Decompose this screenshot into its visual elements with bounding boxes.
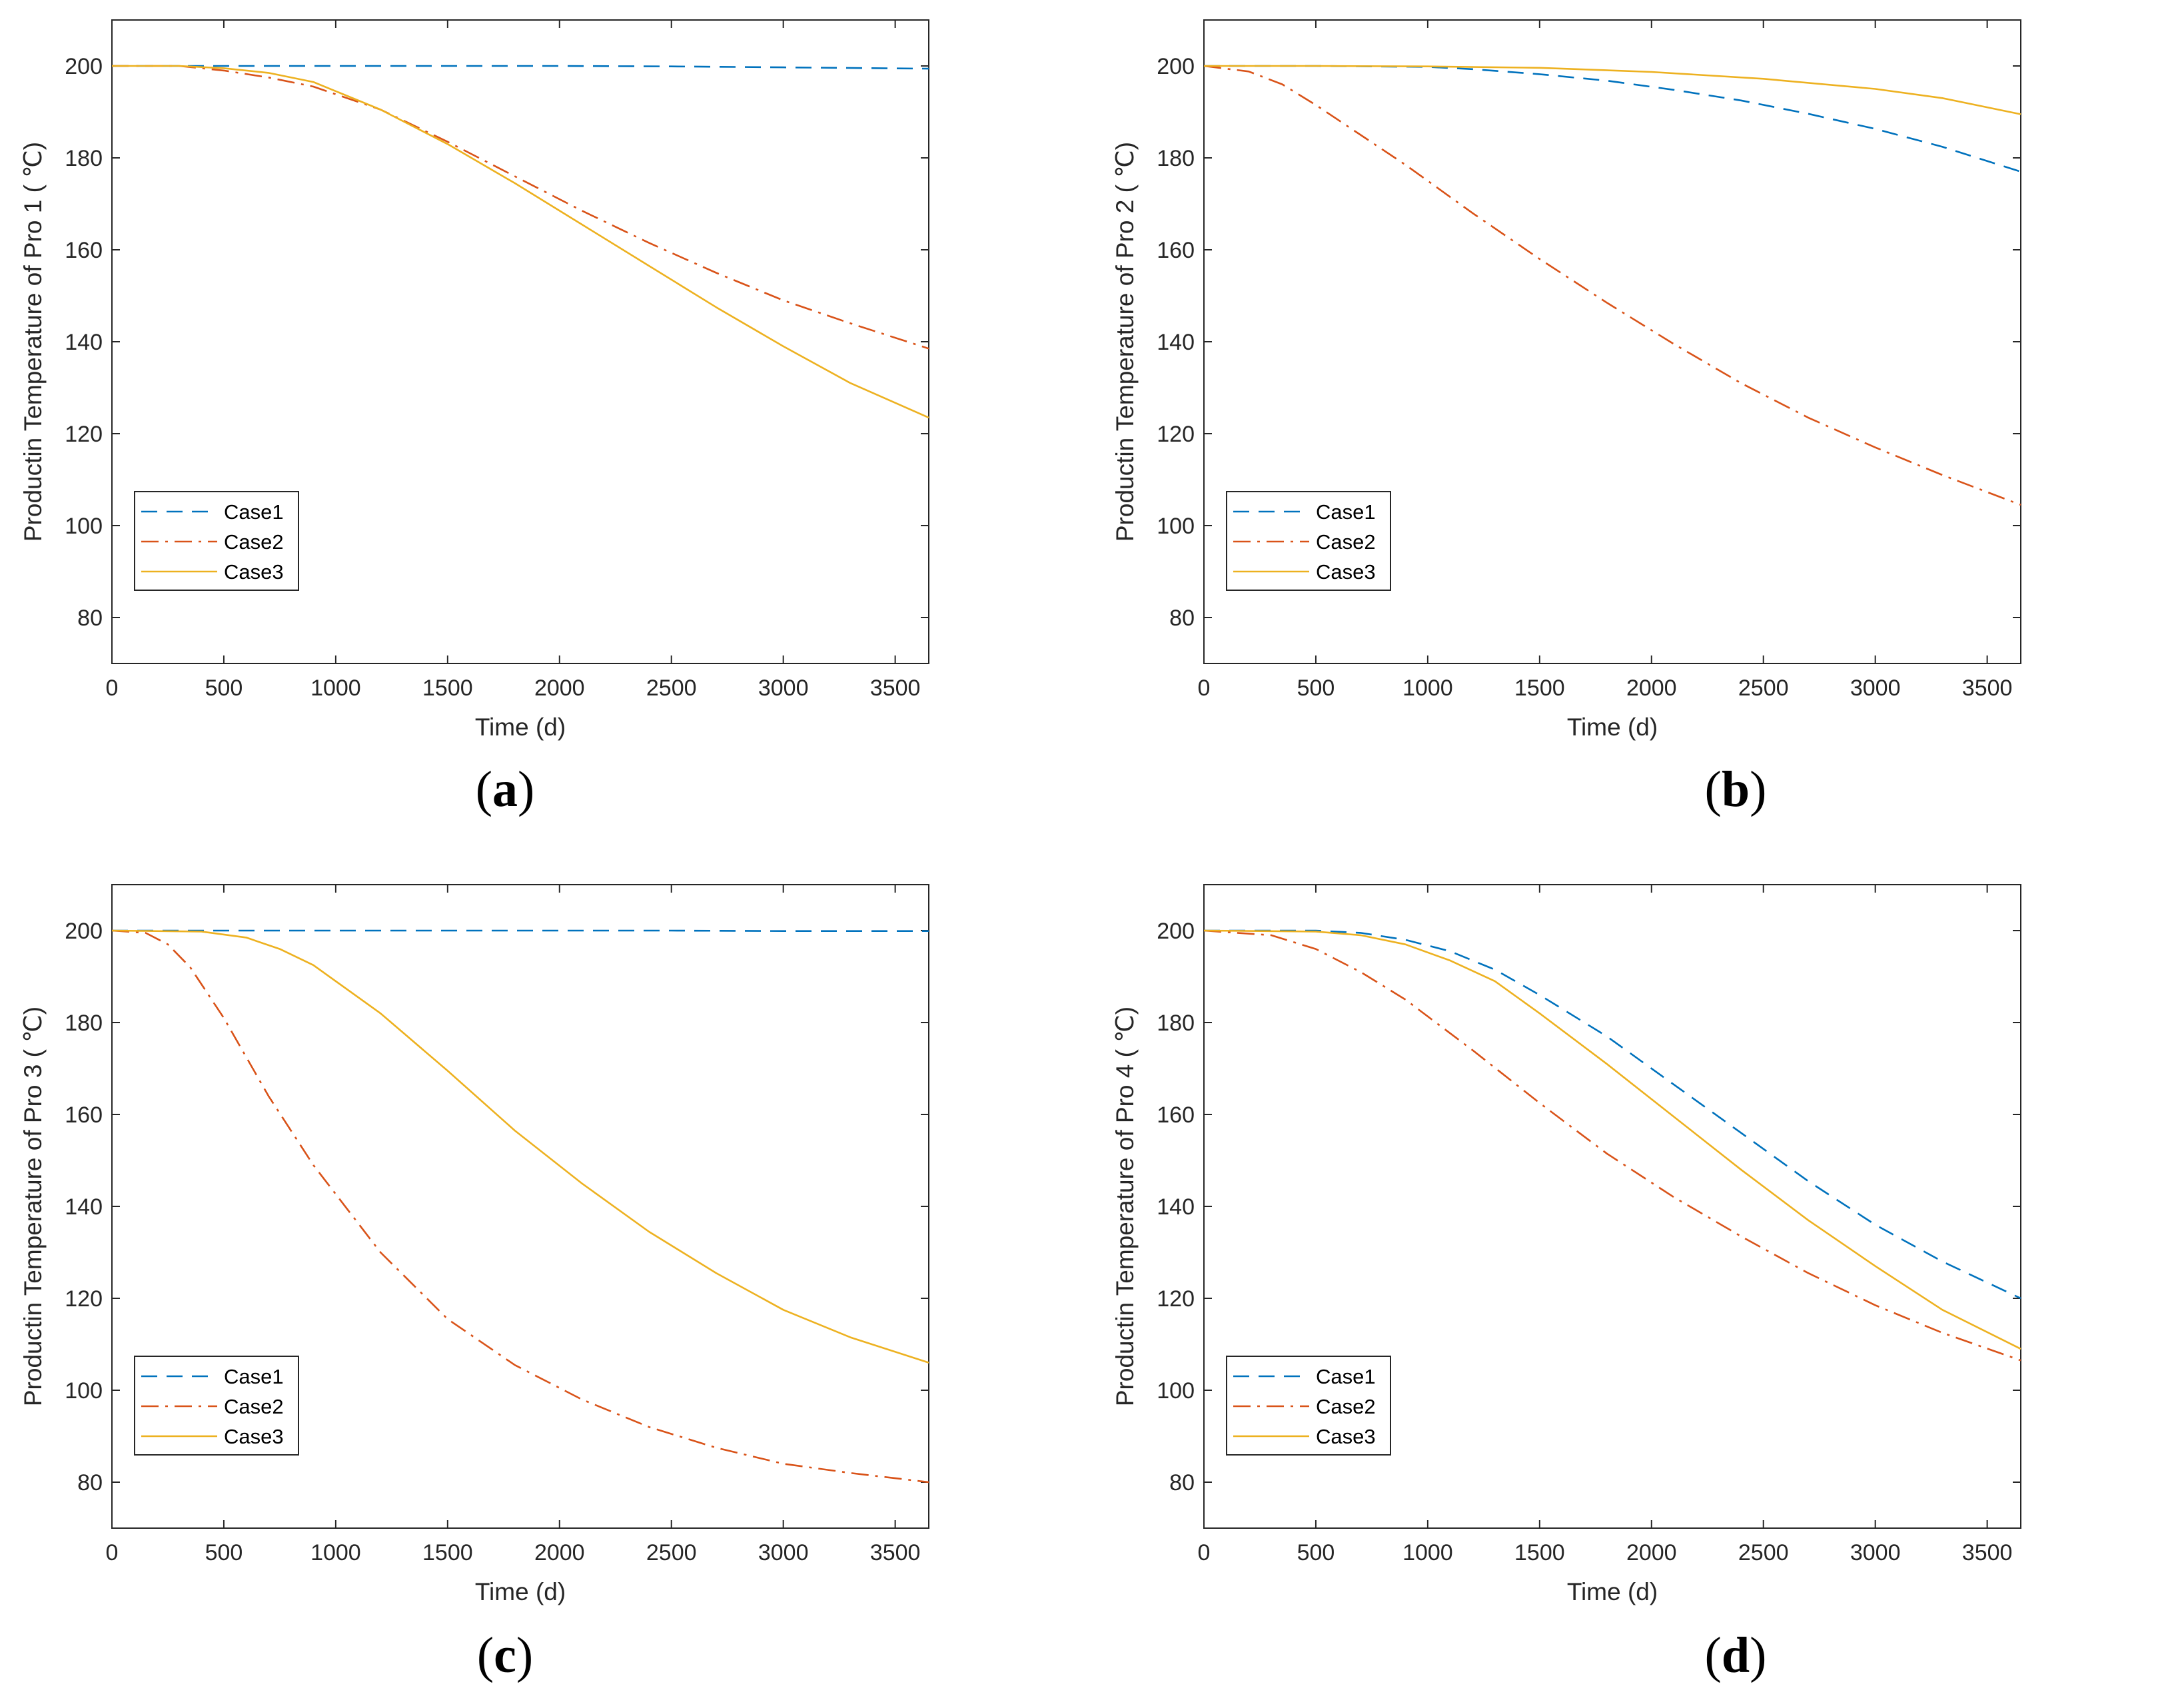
chart-a-series-case1: [112, 65, 929, 70]
chart-a-x-tick-label: 1500: [422, 675, 473, 701]
chart-d-series-case1: [1204, 929, 2021, 1300]
chart-c-x-tick-label: 1500: [422, 1540, 473, 1565]
chart-c-y-tick-label: 180: [65, 1011, 103, 1036]
chart-b-x-axis-label: Time (d): [1567, 713, 1658, 741]
chart-a-x-tick-label: 500: [205, 675, 243, 701]
chart-c-x-tick-label: 3000: [758, 1540, 809, 1565]
chart-c-y-tick-label: 80: [77, 1470, 103, 1495]
chart-b-x-tick-label: 1500: [1514, 675, 1565, 701]
chart-a-y-tick-label: 100: [65, 514, 103, 539]
chart-c-legend-label-case3: Case3: [224, 1425, 284, 1448]
chart-b-y-tick-label: 200: [1157, 54, 1195, 79]
chart-c-x-tick-label: 500: [205, 1540, 243, 1565]
chart-d-series-case3: [1203, 929, 2021, 1350]
chart-a-y-tick-label: 80: [77, 606, 103, 631]
chart-b-series-case2: [1203, 65, 2021, 506]
chart-a-x-tick-label: 3000: [758, 675, 809, 701]
chart-b-x-tick-label: 1000: [1402, 675, 1453, 701]
chart-a-y-tick-label: 140: [65, 330, 103, 355]
chart-d-x-tick-label: 0: [1198, 1540, 1211, 1565]
chart-panel-b: 0 500 1000 1500 2000 2500 3000 3500 80 100 120 140 1…: [1111, 19, 2021, 817]
chart-d-y-tick-label: 160: [1157, 1102, 1195, 1128]
chart-b-x-tick-label: 500: [1297, 675, 1335, 701]
chart-c-x-axis-label: Time (d): [475, 1578, 566, 1605]
chart-b-legend-label-case2: Case2: [1316, 530, 1376, 554]
chart-c-x-tick-label: 1000: [310, 1540, 361, 1565]
chart-b-x-tick-label: 3500: [1962, 675, 2013, 701]
chart-b-legend-label-case1: Case1: [1316, 500, 1376, 524]
chart-c-y-tick-label: 160: [65, 1102, 103, 1128]
chart-c-y-axis-label: Productin Temperature of Pro 3 ( ℃): [19, 1007, 47, 1406]
chart-d-x-axis-label: Time (d): [1567, 1578, 1658, 1605]
chart-panel-d: 0 500 1000 1500 2000 2500 3000 3500 80 100 120 140 1…: [1111, 884, 2021, 1683]
chart-d-legend-label-case3: Case3: [1316, 1425, 1376, 1448]
chart-c-x-tick-label: 0: [106, 1540, 119, 1565]
chart-a-x-tick-label: 1000: [310, 675, 361, 701]
panel-label-d: (d): [1705, 1627, 1767, 1683]
chart-b-y-tick-label: 160: [1157, 238, 1195, 263]
chart-c-series-case3: [111, 929, 929, 1364]
chart-d-x-tick-label: 500: [1297, 1540, 1335, 1565]
chart-c-x-tick-label: 3500: [870, 1540, 921, 1565]
chart-a-x-axis-label: Time (d): [475, 713, 566, 741]
chart-b-x-tick-label: 2000: [1626, 675, 1677, 701]
chart-b-legend-label-case3: Case3: [1316, 560, 1376, 584]
chart-b-series-case1: [1204, 65, 2021, 173]
chart-a-legend-label-case3: Case3: [224, 560, 284, 584]
chart-d-legend-label-case2: Case2: [1316, 1395, 1376, 1418]
chart-b-y-tick-label: 180: [1157, 146, 1195, 171]
chart-a-x-tick-label: 2000: [534, 675, 585, 701]
chart-a-x-tick-label: 3500: [870, 675, 921, 701]
chart-d-x-tick-label: 1500: [1514, 1540, 1565, 1565]
chart-d-y-tick-label: 200: [1157, 919, 1195, 944]
chart-a-y-tick-label: 180: [65, 146, 103, 171]
panel-label-b: (b): [1705, 761, 1767, 817]
chart-c-series-case2: [111, 929, 929, 1484]
chart-b-y-tick-label: 80: [1169, 606, 1195, 631]
chart-c-y-tick-label: 140: [65, 1194, 103, 1220]
panel-label-a: (a): [476, 761, 535, 817]
chart-d-y-axis-label: Productin Temperature of Pro 4 ( ℃): [1111, 1007, 1139, 1406]
chart-c-x-tick-label: 2500: [646, 1540, 697, 1565]
chart-d-series-case2: [1203, 929, 2021, 1362]
chart-a-series-case3: [112, 65, 929, 419]
chart-c-x-tick-label: 2000: [534, 1540, 585, 1565]
chart-b-y-axis-label: Productin Temperature of Pro 2 ( ℃): [1111, 142, 1139, 542]
chart-b-x-tick-label: 3000: [1850, 675, 1901, 701]
chart-c-y-tick-label: 100: [65, 1378, 103, 1404]
chart-d-x-tick-label: 3500: [1962, 1540, 2013, 1565]
chart-d-x-tick-label: 3000: [1850, 1540, 1901, 1565]
chart-d-y-tick-label: 180: [1157, 1011, 1195, 1036]
chart-panel-a: 0 500 1000 1500 2000 2500 3000 3500 80 100 120 140 1…: [19, 19, 929, 817]
chart-d-y-tick-label: 100: [1157, 1378, 1195, 1404]
chart-d-legend-label-case1: Case1: [1316, 1365, 1376, 1388]
chart-a-y-tick-label: 120: [65, 422, 103, 447]
chart-a-legend-label-case2: Case2: [224, 530, 284, 554]
chart-b-series-case3: [1204, 65, 2021, 115]
chart-a-y-tick-label: 200: [65, 54, 103, 79]
chart-d-y-tick-label: 80: [1169, 1470, 1195, 1495]
chart-d-x-tick-label: 2500: [1738, 1540, 1789, 1565]
chart-d-x-tick-label: 2000: [1626, 1540, 1677, 1565]
chart-b-x-tick-label: 0: [1198, 675, 1211, 701]
chart-b-x-tick-label: 2500: [1738, 675, 1789, 701]
chart-c-y-tick-label: 120: [65, 1286, 103, 1312]
chart-d-x-tick-label: 1000: [1402, 1540, 1453, 1565]
chart-d-y-tick-label: 120: [1157, 1286, 1195, 1312]
chart-panel-c: 0 500 1000 1500 2000 2500 3000 3500 80 100 120 140 1…: [19, 884, 929, 1683]
chart-b-y-tick-label: 100: [1157, 514, 1195, 539]
chart-b-y-tick-label: 140: [1157, 330, 1195, 355]
chart-c-legend-label-case1: Case1: [224, 1365, 284, 1388]
chart-a-legend-label-case1: Case1: [224, 500, 284, 524]
chart-c-legend-label-case2: Case2: [224, 1395, 284, 1418]
chart-a-x-tick-label: 0: [106, 675, 119, 701]
chart-c-y-tick-label: 200: [65, 919, 103, 944]
chart-d-y-tick-label: 140: [1157, 1194, 1195, 1220]
chart-b-y-tick-label: 120: [1157, 422, 1195, 447]
chart-a-series-case2: [112, 65, 929, 350]
chart-a-y-tick-label: 160: [65, 238, 103, 263]
chart-a-x-tick-label: 2500: [646, 675, 697, 701]
chart-a-y-axis-label: Productin Temperature of Pro 1 ( ℃): [19, 142, 47, 542]
panel-label-c: (c): [477, 1627, 533, 1683]
